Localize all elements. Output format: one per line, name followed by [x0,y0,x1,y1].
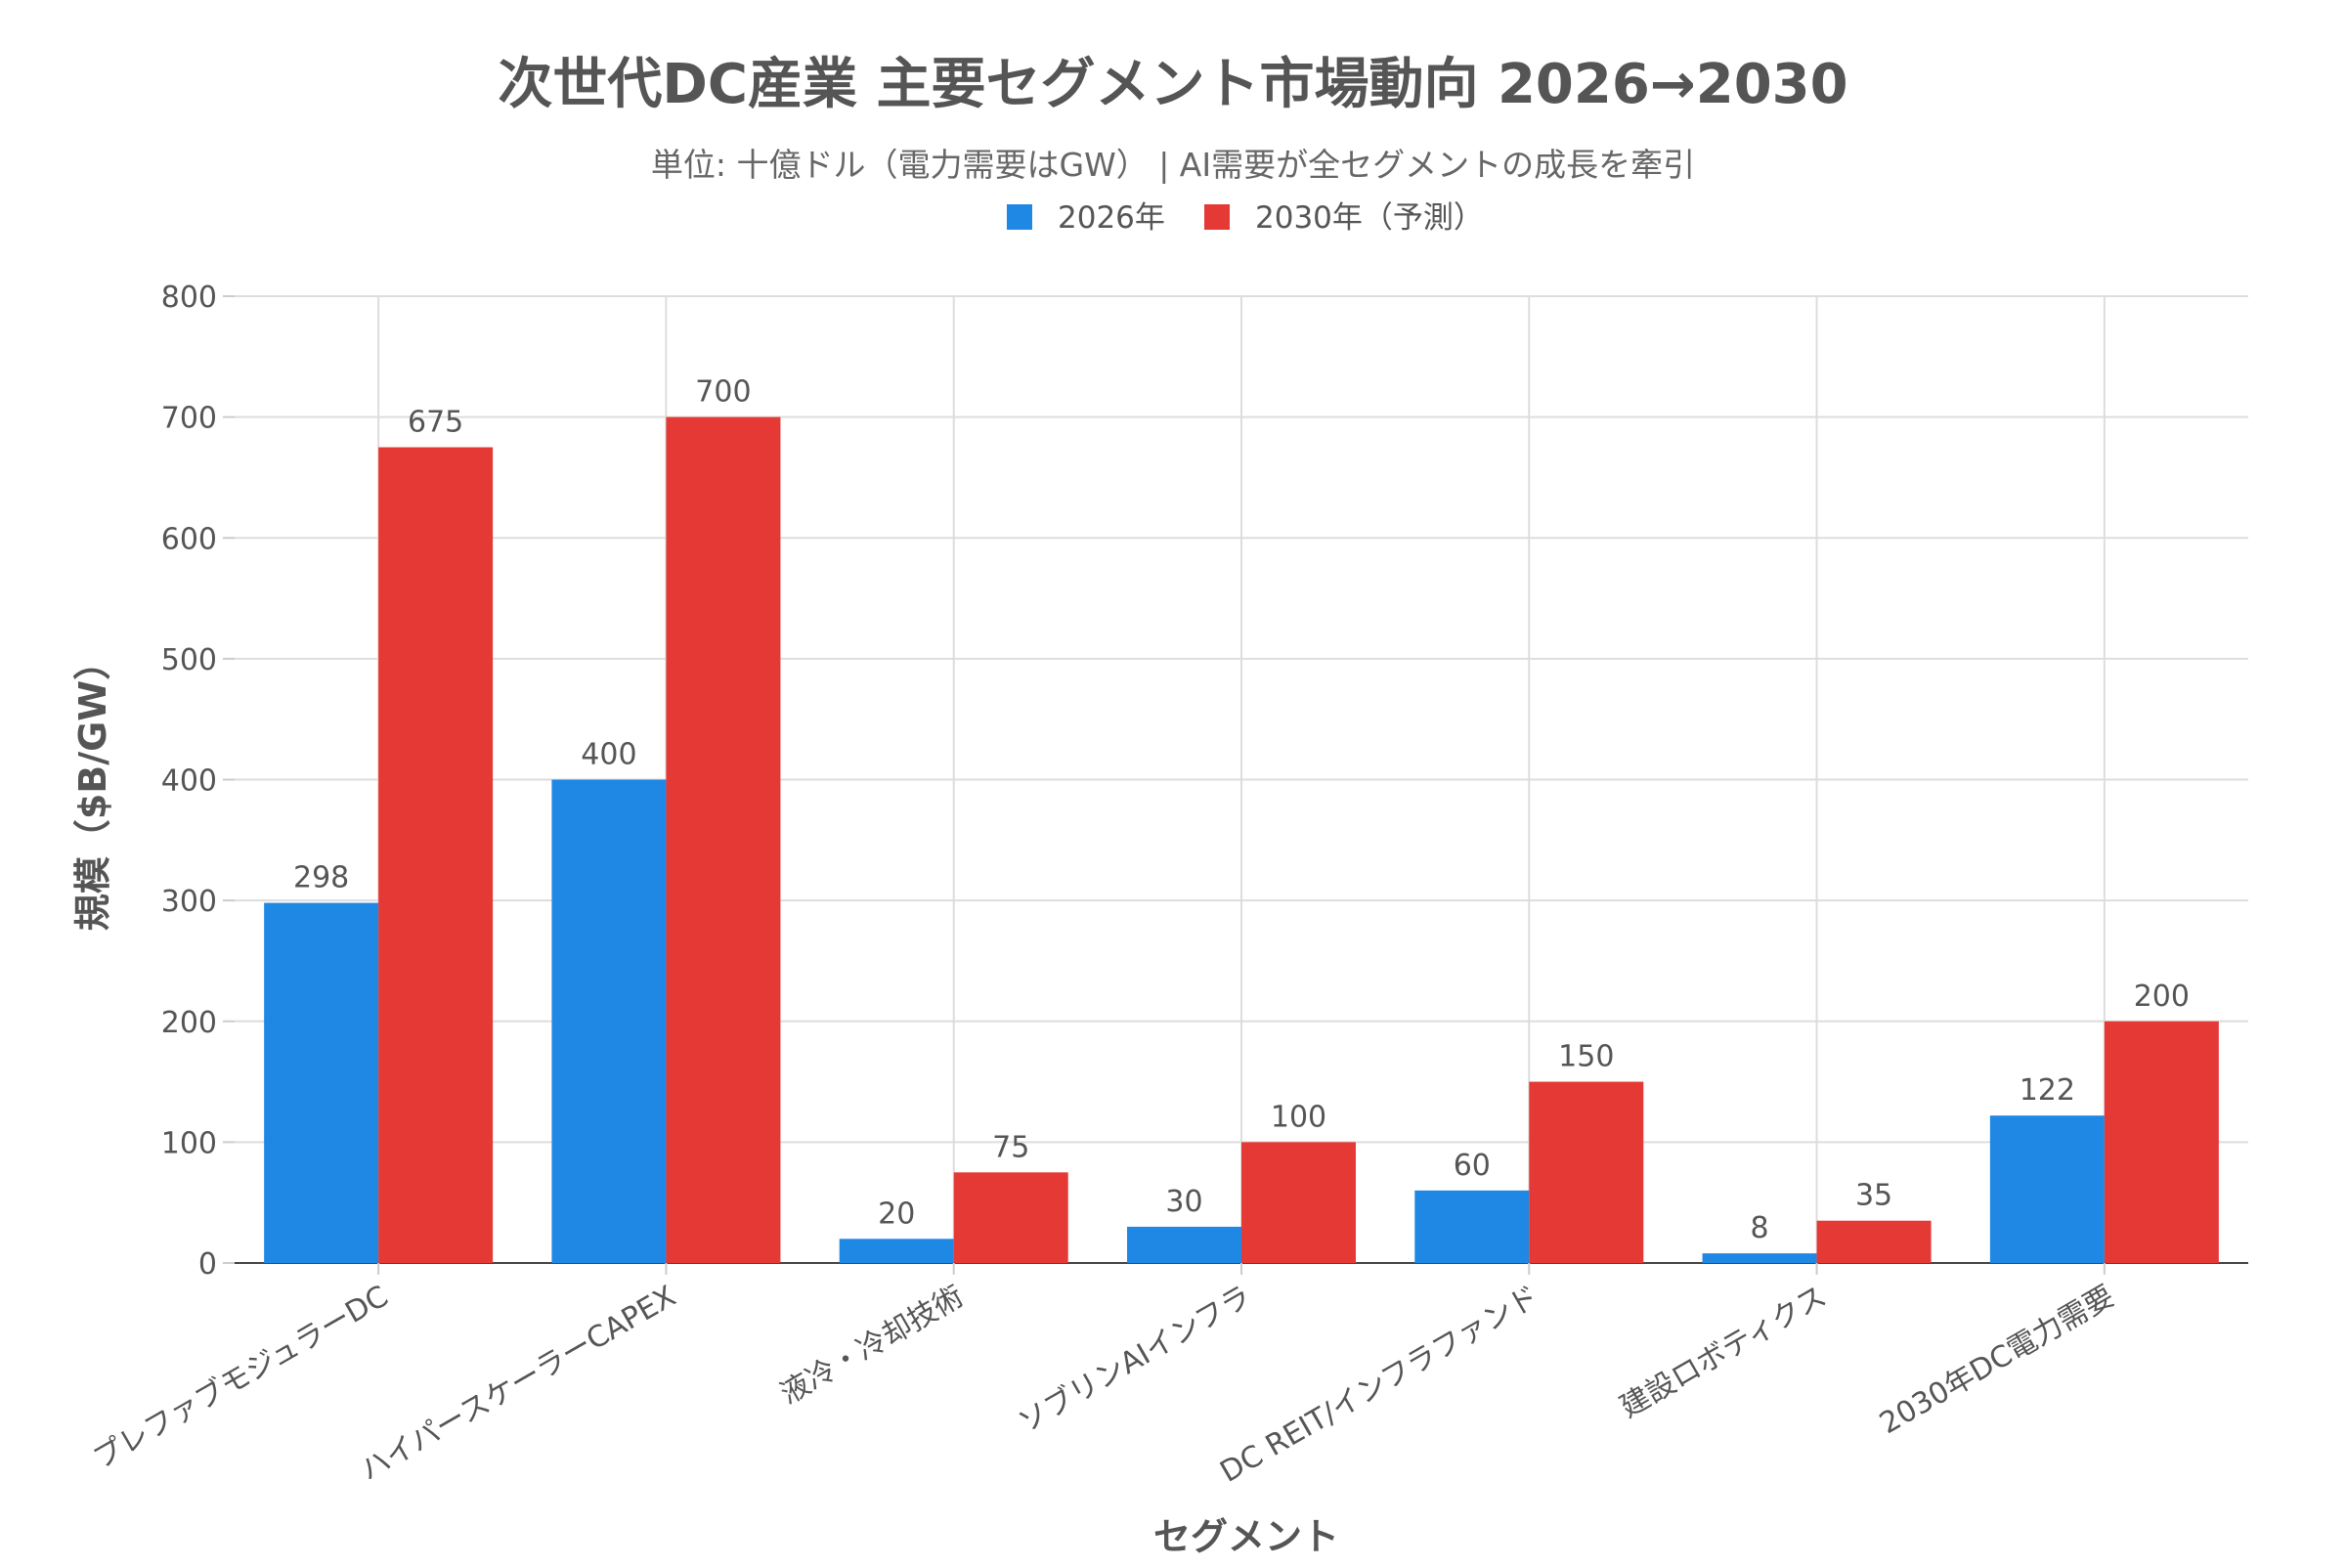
bar-2026 [264,902,379,1263]
y-axis-title: 規模（$B/GW） [71,643,114,931]
chart-title: 次世代DC産業 主要セグメント市場動向 2026→2030 [498,53,1847,116]
legend-swatch-2030 [1204,204,1230,230]
bar-2026 [1414,1190,1530,1263]
bar-value-label: 122 [2020,1073,2075,1108]
x-tick-label: プレファブモジュラーDC [88,1280,395,1476]
bar-value-label: 60 [1454,1149,1491,1183]
bar-2026 [551,779,667,1263]
y-axis-ticks: 0 100 200 300 400 500 600 700 800 [161,281,217,1282]
x-tick-label: 2030年DC電力需要 [1874,1280,2120,1442]
bar-2026 [839,1239,954,1263]
y-tick-label: 800 [161,281,217,315]
bar-2030 [378,447,494,1263]
bar-value-label: 100 [1271,1100,1326,1134]
bar-value-label: 150 [1558,1040,1614,1074]
legend-label: 2026年 [1058,200,1165,236]
chart-subtitle: 単位: 十億ドル（電力需要はGW） | AI需要が全セグメントの成長を牽引 [651,146,1695,184]
bar-value-label: 20 [878,1197,915,1231]
legend-label: 2030年（予測） [1255,200,1484,236]
bar-value-label: 8 [1751,1211,1769,1245]
y-tick-label: 0 [198,1247,217,1282]
bar-value-label: 35 [1855,1179,1892,1213]
bar-2030 [666,416,781,1263]
legend-swatch-2026 [1007,204,1032,230]
bar-2030 [2104,1021,2219,1263]
x-tick-label: DC REIT/インフラファンド [1215,1280,1545,1490]
bar-value-label: 75 [992,1130,1029,1164]
y-tick-label: 400 [161,764,217,799]
bar-value-label: 200 [2134,980,2190,1014]
x-tick-label: ソブリンAIインフラ [1013,1280,1257,1441]
bar-2026 [1989,1115,2105,1263]
y-tick-label: 700 [161,402,217,436]
x-axis-title: セグメント [1153,1515,1339,1558]
y-tick-label: 600 [161,522,217,556]
y-tick-label: 300 [161,885,217,919]
x-tick-label: 液冷・冷却技術 [774,1280,969,1412]
bar-value-label: 400 [581,738,636,772]
bars [264,416,2219,1263]
x-tick-label: ハイパースケーラーCAPEX [355,1280,682,1488]
bar-value-labels: 298 400 20 30 60 8 122 675 700 75 100 150 35 200 [293,375,2190,1245]
bar-value-label: 30 [1165,1185,1202,1219]
y-tick-label: 200 [161,1006,217,1040]
bar-2030 [1241,1142,1356,1263]
legend: 2026年 2030年（予測） [1007,200,1484,236]
y-tick-label: 500 [161,643,217,677]
y-tick-label: 100 [161,1126,217,1160]
bar-2030 [1816,1220,1932,1263]
bar-value-label: 700 [695,375,751,410]
bar-2026 [1702,1253,1817,1263]
bar-2026 [1127,1226,1241,1263]
grid [223,295,2248,1264]
bar-2030 [953,1172,1068,1263]
x-tick-label: 建設ロボティクス [1615,1280,1833,1425]
bar-value-label: 675 [408,406,463,440]
bar-2030 [1529,1081,1644,1263]
bar-value-label: 298 [293,861,349,895]
